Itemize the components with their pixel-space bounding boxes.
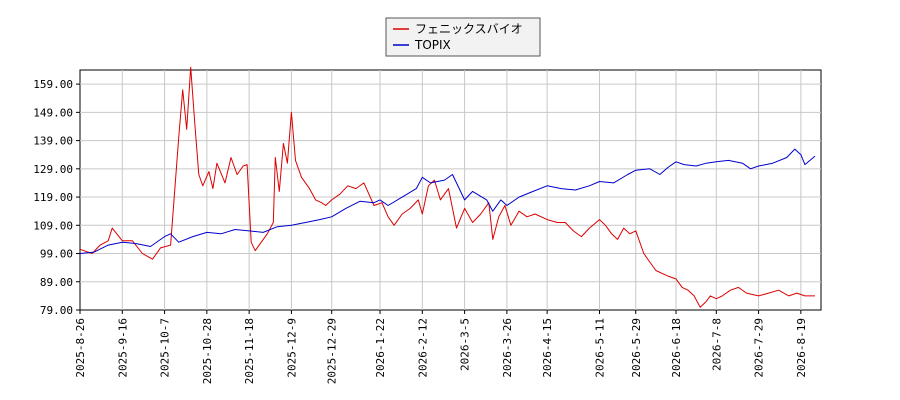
- grid: [80, 70, 821, 310]
- x-tick-label: 2025-12-9: [285, 318, 298, 378]
- y-tick-label: 149.00: [33, 106, 73, 119]
- y-tick-label: 119.00: [33, 191, 73, 204]
- x-tick-label: 2026-7-8: [710, 318, 723, 371]
- x-tick-label: 2026-3-26: [501, 318, 514, 378]
- x-tick-label: 2026-8-19: [795, 318, 808, 378]
- plot-area: [79, 69, 822, 311]
- legend-label-topix: TOPIX: [414, 38, 451, 52]
- x-tick-label: 2025-12-29: [326, 318, 339, 384]
- series-line-1: [79, 148, 816, 254]
- series-lines: [79, 66, 816, 308]
- x-tick-label: 2025-9-16: [116, 318, 129, 378]
- x-tick-label: 2025-10-28: [201, 318, 214, 384]
- y-tick-label: 99.00: [40, 248, 73, 261]
- x-tick-label: 2026-4-15: [541, 318, 554, 378]
- legend-box: [385, 17, 541, 57]
- y-tick-label: 129.00: [33, 163, 73, 176]
- x-tick-label: 2026-3-5: [459, 318, 472, 371]
- x-tick-label: 2026-5-11: [594, 318, 607, 378]
- y-tick-label: 89.00: [40, 276, 73, 289]
- x-tick-label: 2026-5-29: [630, 318, 643, 378]
- x-tick-label: 2025-10-7: [159, 318, 172, 378]
- x-tick-label: 2026-1-22: [374, 318, 387, 378]
- y-tick-label: 159.00: [33, 78, 73, 91]
- series-line-0: [79, 66, 815, 308]
- legend-label-phoenixbio: フェニックスバイオ: [415, 22, 523, 36]
- x-tick-label: 2025-8-26: [74, 318, 87, 378]
- x-axis: 2025-8-26 2025-9-16 2025-10-7 2025-10-28 202…: [74, 310, 808, 384]
- y-tick-label: 109.00: [33, 219, 73, 232]
- y-tick-label: 79.00: [40, 304, 73, 317]
- x-tick-label: 2026-7-29: [753, 318, 766, 378]
- y-tick-label: 139.00: [33, 135, 73, 148]
- legend: フェニックスバイオ TOPIX: [385, 17, 541, 57]
- x-tick-label: 2026-2-12: [416, 318, 429, 378]
- x-tick-label: 2025-11-18: [243, 318, 256, 384]
- x-tick-label: 2026-6-18: [670, 318, 683, 378]
- y-axis: 79.00 89.00 99.00 109.00 119.00 129.00 139.00 1…: [33, 78, 80, 317]
